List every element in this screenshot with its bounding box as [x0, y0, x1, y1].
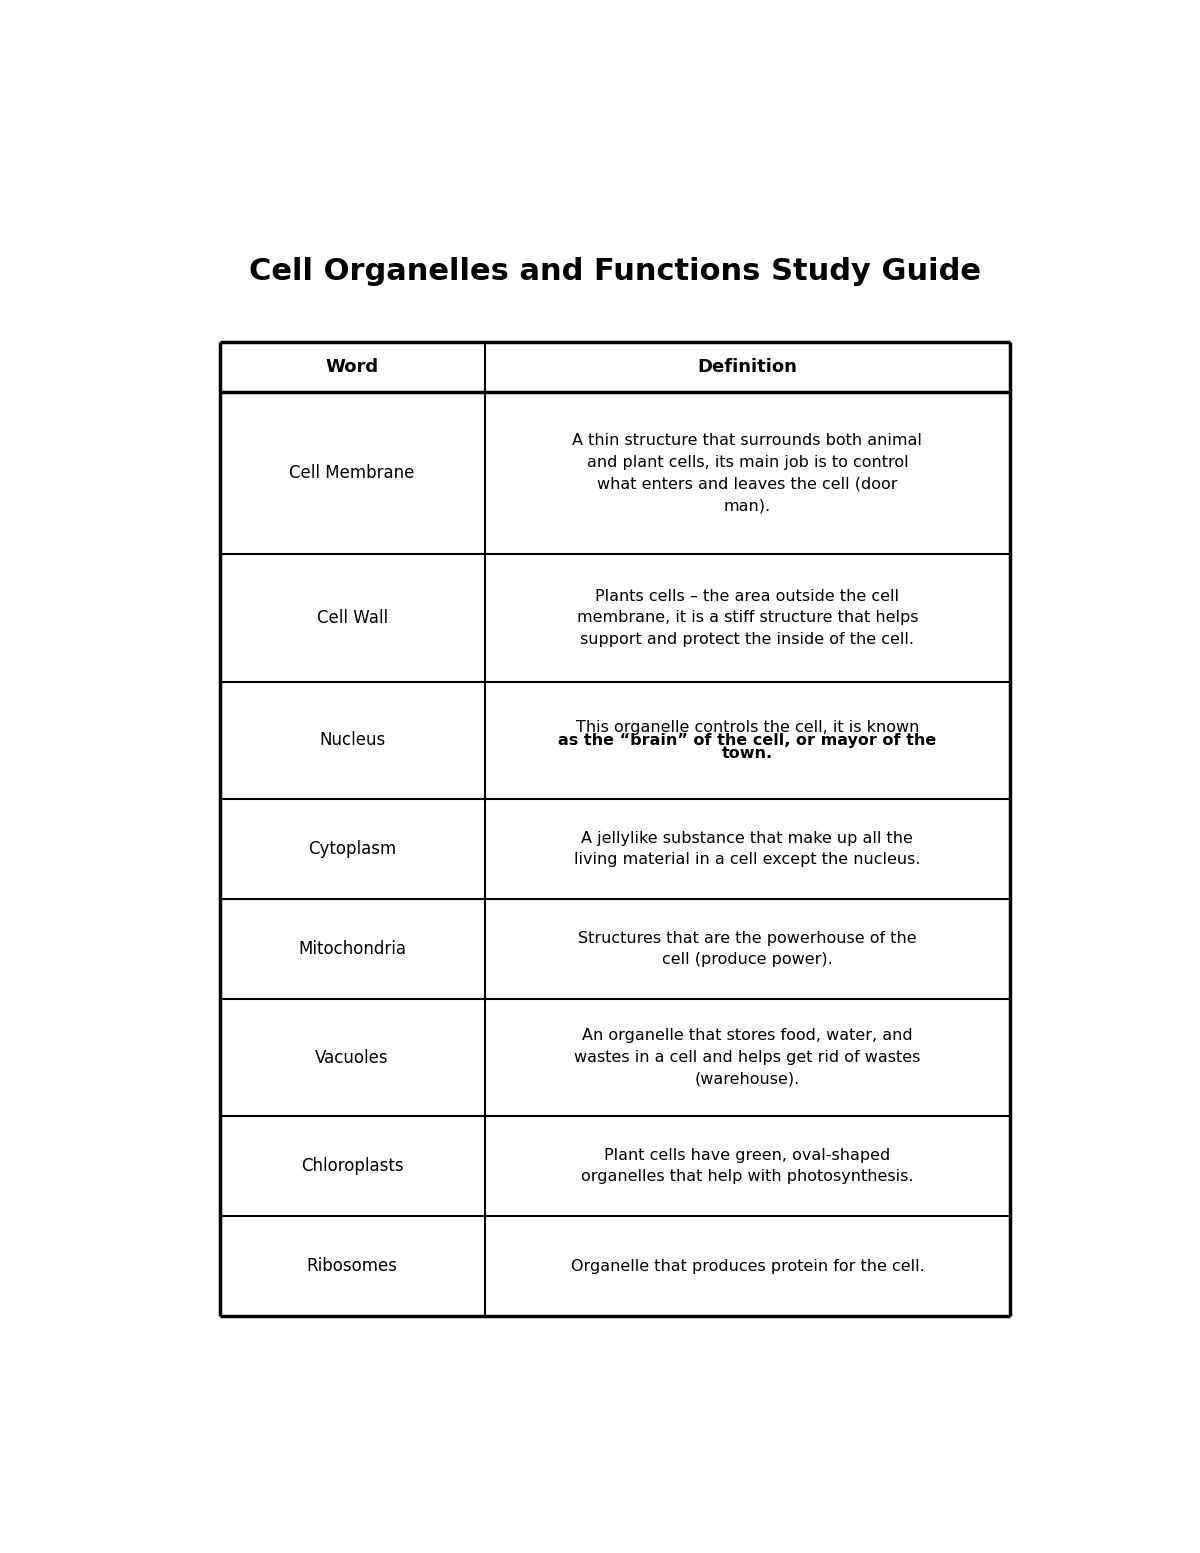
Text: Mitochondria: Mitochondria — [298, 940, 406, 958]
Text: Word: Word — [325, 359, 379, 376]
Text: Cell Organelles and Functions Study Guide: Cell Organelles and Functions Study Guid… — [250, 258, 982, 286]
Text: Organelle that produces protein for the cell.: Organelle that produces protein for the … — [570, 1259, 924, 1273]
Text: Cell Wall: Cell Wall — [317, 609, 388, 627]
Text: A thin structure that surrounds both animal
and plant cells, its main job is to : A thin structure that surrounds both ani… — [572, 433, 923, 512]
Text: Vacuoles: Vacuoles — [316, 1048, 389, 1067]
Text: Definition: Definition — [697, 359, 797, 376]
Text: Cell Membrane: Cell Membrane — [289, 464, 415, 481]
Text: Chloroplasts: Chloroplasts — [301, 1157, 403, 1176]
Text: Plants cells – the area outside the cell
membrane, it is a stiff structure that : Plants cells – the area outside the cell… — [577, 589, 918, 648]
Text: An organelle that stores food, water, and
wastes in a cell and helps get rid of : An organelle that stores food, water, an… — [575, 1028, 920, 1087]
Text: Nucleus: Nucleus — [319, 731, 385, 750]
Text: A jellylike substance that make up all the
living material in a cell except the : A jellylike substance that make up all t… — [574, 831, 920, 867]
Text: Cytoplasm: Cytoplasm — [308, 840, 396, 857]
Text: Ribosomes: Ribosomes — [307, 1258, 397, 1275]
Text: This organelle controls the cell, it is known: This organelle controls the cell, it is … — [576, 721, 919, 735]
Text: Structures that are the powerhouse of the
cell (produce power).: Structures that are the powerhouse of th… — [578, 930, 917, 968]
Text: as the “brain” of the cell, or mayor of the: as the “brain” of the cell, or mayor of … — [558, 733, 936, 749]
Text: Plant cells have green, oval-shaped
organelles that help with photosynthesis.: Plant cells have green, oval-shaped orga… — [581, 1148, 913, 1185]
Text: town.: town. — [722, 745, 773, 761]
